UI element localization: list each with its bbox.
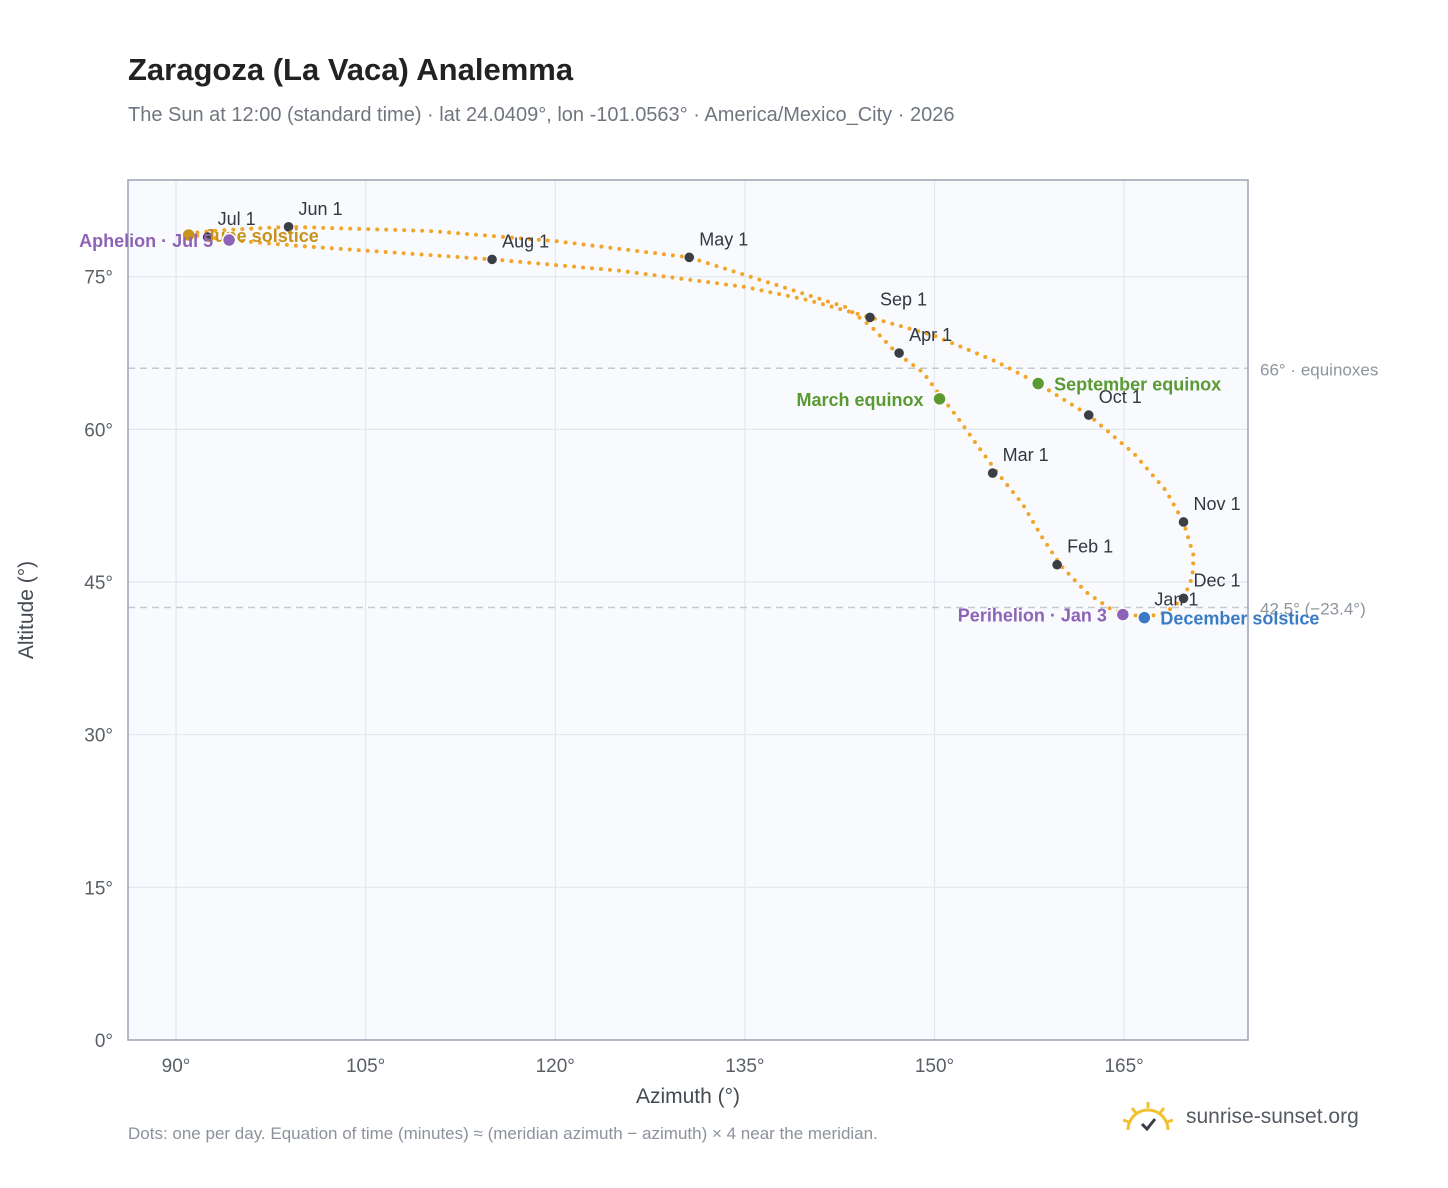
month-label: Jun 1	[299, 199, 343, 219]
x-tick-label: 90°	[162, 1056, 191, 1077]
y-axis-label: Altitude (°)	[15, 561, 38, 659]
chart-title: Zaragoza (La Vaca) Analemma	[128, 52, 574, 87]
x-axis-ticks: 90° 105° 120° 135° 150° 165°	[162, 1056, 1144, 1077]
y-tick-label: 30°	[84, 726, 113, 747]
reference-line-label: 42.5° (−23.4°)	[1260, 599, 1366, 618]
month-label: May 1	[699, 229, 748, 249]
month-label: Jan 1	[1154, 590, 1198, 610]
event-marker	[221, 232, 237, 248]
x-tick-label: 165°	[1104, 1056, 1143, 1077]
month-marker	[1178, 593, 1189, 604]
month-label: Nov 1	[1194, 494, 1241, 514]
event-label: Perihelion · Jan 3	[958, 606, 1107, 626]
event-marker	[1030, 376, 1046, 391]
month-marker	[987, 468, 998, 478]
event-marker	[181, 227, 196, 243]
event-markers: March equinox September equinox December s…	[79, 226, 1319, 629]
month-markers: Jan 1 Feb 1 Mar 1 Apr 1 May 1 Jun 1 Jul 1 Aug 1…	[202, 199, 1241, 623]
reference-lines: 66° · equinoxes 42.5° (−23.4°)	[128, 360, 1378, 618]
month-marker	[283, 222, 294, 232]
month-marker	[894, 348, 904, 358]
plot-area	[128, 180, 1248, 1040]
y-tick-label: 0°	[95, 1031, 113, 1052]
footnote: Dots: one per day. Equation of time (min…	[128, 1124, 878, 1143]
brand-name: sunrise-sunset.org	[1186, 1105, 1359, 1128]
x-tick-label: 105°	[346, 1056, 385, 1077]
month-label: Oct 1	[1099, 387, 1142, 407]
brand-logo[interactable]: sunrise-sunset.org	[1120, 1100, 1359, 1134]
month-label: Aug 1	[502, 231, 549, 251]
event-marker	[1115, 607, 1131, 622]
event-label: September equinox	[1054, 375, 1221, 395]
month-label: Mar 1	[1003, 445, 1049, 465]
month-marker	[865, 312, 875, 323]
event-label: December solstice	[1160, 609, 1319, 629]
month-marker	[202, 232, 213, 242]
month-marker	[684, 252, 695, 263]
month-label: Jul 1	[218, 209, 256, 229]
event-marker	[1137, 610, 1152, 625]
y-tick-label: 15°	[84, 878, 113, 899]
event-label: March equinox	[797, 390, 924, 410]
month-label: Apr 1	[909, 325, 952, 345]
plot-frame	[127, 179, 1249, 1041]
event-label: Aphelion · Jul 5	[79, 231, 213, 251]
x-tick-label: 150°	[915, 1056, 954, 1077]
sun-logo-icon	[1122, 1102, 1174, 1132]
month-marker	[487, 254, 497, 265]
month-label: Feb 1	[1067, 537, 1113, 557]
reference-line-label: 66° · equinoxes	[1260, 360, 1378, 379]
y-tick-label: 60°	[84, 420, 113, 441]
chart-subtitle: The Sun at 12:00 (standard time) · lat 2…	[128, 104, 955, 126]
event-label: June solstice	[205, 226, 319, 246]
x-tick-label: 135°	[725, 1056, 764, 1077]
month-marker	[1178, 517, 1189, 527]
month-marker	[1052, 559, 1062, 570]
y-tick-label: 75°	[84, 268, 113, 289]
x-tick-label: 120°	[536, 1056, 575, 1077]
y-tick-label: 45°	[84, 573, 113, 594]
month-marker	[1083, 410, 1094, 420]
month-label: Sep 1	[880, 289, 927, 309]
x-axis-label: Azimuth (°)	[636, 1085, 740, 1108]
y-axis-ticks: 0° 15° 30° 45° 60° 75°	[84, 268, 113, 1052]
event-marker	[932, 391, 947, 407]
month-label: Dec 1	[1194, 570, 1241, 590]
